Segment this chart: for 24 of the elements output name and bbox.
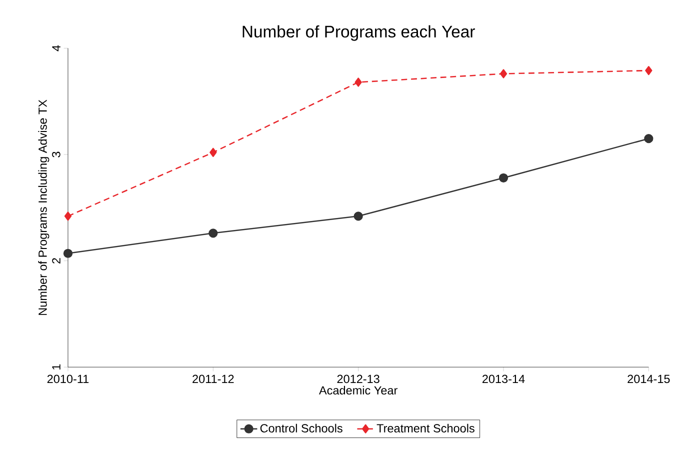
y-tick-label: 2 <box>52 258 60 264</box>
point <box>208 228 218 238</box>
x-axis-title: Academic Year <box>318 386 398 395</box>
legend-label: Control Schools <box>260 424 342 433</box>
point <box>354 78 362 88</box>
point <box>498 174 508 183</box>
x-tick-label: 2012-13 <box>337 374 380 384</box>
x-tick-label: 2014-15 <box>628 374 670 384</box>
x-tick-label: 2011-12 <box>192 374 234 384</box>
point <box>645 66 652 76</box>
y-tick-label: 3 <box>52 152 60 158</box>
x-tick-label: 2013-14 <box>482 374 525 384</box>
point <box>64 212 72 221</box>
point <box>354 212 363 221</box>
chart-title: Number of Programs each Year <box>242 26 475 42</box>
legend-label: Treatment Schools <box>376 424 474 433</box>
point <box>644 134 654 144</box>
y-axis-title: Number of Programs Including Advise TX <box>38 100 50 316</box>
point <box>210 148 217 158</box>
x-tick-label: 2010-11 <box>47 374 89 384</box>
y-tick-label: 4 <box>52 46 60 52</box>
y-tick-label: 1 <box>52 364 60 370</box>
point <box>500 69 508 79</box>
point <box>63 249 73 258</box>
